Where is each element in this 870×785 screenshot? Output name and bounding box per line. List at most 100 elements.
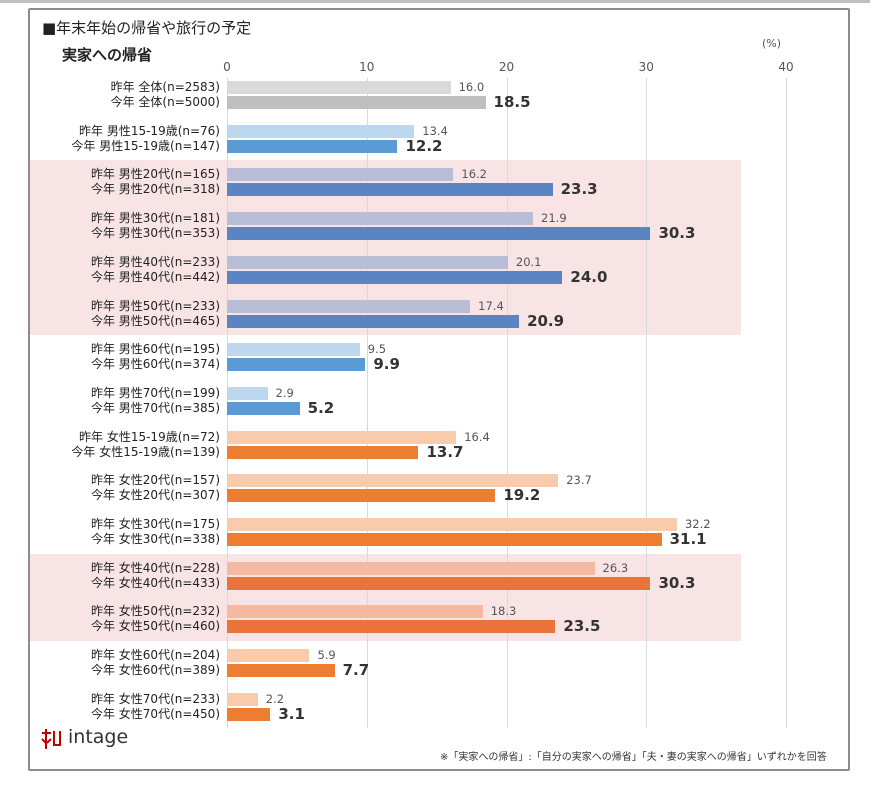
value-label-last-year: 17.4	[478, 298, 504, 313]
category-label-last-year: 昨年 女性50代(n=232)	[90, 604, 220, 619]
gridline	[786, 78, 787, 728]
value-label-last-year: 20.1	[515, 254, 542, 269]
bar-this-year	[227, 270, 563, 284]
category-label-this-year: 今年 全体(n=5000)	[110, 95, 220, 109]
chart-title: ■年末年始の帰省や旅行の予定	[42, 19, 252, 37]
bar-this-year	[227, 183, 553, 197]
value-label-last-year: 2.9	[275, 385, 294, 400]
bar-last-year	[227, 212, 534, 226]
value-label-this-year: 30.3	[658, 224, 696, 243]
category-label-last-year: 昨年 男性30代(n=181)	[90, 211, 220, 226]
gridline	[646, 78, 648, 728]
value-label-this-year: 3.1	[278, 704, 305, 723]
bar-last-year	[227, 299, 471, 313]
value-label-last-year: 26.3	[602, 560, 629, 575]
bar-this-year	[227, 489, 496, 503]
gridline	[506, 78, 508, 728]
bar-last-year	[227, 81, 451, 94]
value-label-last-year: 13.4	[422, 123, 448, 138]
bar-last-year	[227, 518, 677, 531]
logo-text: intage	[68, 726, 129, 748]
category-label-this-year: 今年 男性20代(n=318)	[90, 182, 220, 197]
chart-subtitle: 実家への帰省	[62, 46, 153, 64]
category-label-last-year: 昨年 女性20代(n=157)	[90, 473, 220, 488]
top-divider	[0, 0, 870, 3]
category-label-last-year: 昨年 女性15-19歳(n=72)	[79, 429, 220, 444]
x-tick-label: 0	[223, 60, 231, 74]
value-label-last-year: 2.2	[265, 691, 285, 706]
value-label-last-year: 9.5	[367, 342, 387, 357]
category-label-this-year: 今年 女性15-19歳(n=139)	[71, 444, 220, 459]
category-label-last-year: 昨年 男性60代(n=195)	[90, 342, 220, 357]
category-label-this-year: 今年 男性15-19歳(n=147)	[71, 138, 220, 153]
value-label-last-year: 32.2	[684, 517, 711, 531]
category-label-last-year: 昨年 女性30代(n=175)	[90, 517, 220, 531]
category-label-this-year: 今年 女性30代(n=338)	[90, 532, 220, 546]
value-label-last-year: 18.3	[490, 604, 517, 619]
value-label-last-year: 16.4	[464, 429, 490, 444]
value-label-this-year: 12.2	[405, 136, 443, 155]
bar-last-year	[227, 386, 268, 400]
x-tick-label: 10	[359, 60, 375, 74]
bar-this-year	[227, 139, 398, 153]
value-label-this-year: 23.5	[563, 617, 601, 636]
value-label-last-year: 23.7	[566, 473, 592, 488]
x-tick-label: 20	[498, 60, 515, 74]
bar-this-year	[227, 533, 662, 546]
category-label-last-year: 昨年 男性40代(n=233)	[90, 254, 220, 269]
category-label-this-year: 今年 男性50代(n=465)	[90, 313, 220, 328]
value-label-this-year: 13.7	[426, 442, 464, 461]
value-label-this-year: 7.7	[342, 661, 370, 680]
value-label-last-year: 16.2	[461, 167, 487, 182]
value-label-this-year: 31.1	[669, 530, 707, 548]
category-label-last-year: 昨年 女性70代(n=233)	[90, 691, 220, 706]
bar-last-year	[227, 124, 415, 138]
value-label-this-year: 20.9	[527, 311, 565, 330]
bar-this-year	[227, 707, 271, 721]
category-label-last-year: 昨年 男性15-19歳(n=76)	[79, 123, 220, 138]
bar-this-year	[227, 576, 651, 590]
intage-logo-icon	[41, 729, 61, 749]
bar-last-year	[227, 692, 258, 706]
bar-last-year	[227, 561, 595, 575]
bar-last-year	[227, 474, 559, 488]
category-label-this-year: 今年 女性40代(n=433)	[90, 575, 220, 590]
value-label-last-year: 16.0	[458, 80, 485, 94]
category-label-this-year: 今年 女性20代(n=307)	[90, 488, 220, 503]
category-label-this-year: 今年 男性30代(n=353)	[90, 226, 220, 241]
value-label-last-year: 5.9	[317, 648, 336, 663]
gridline	[366, 78, 368, 728]
bar-this-year	[227, 401, 300, 415]
category-label-last-year: 昨年 男性70代(n=199)	[90, 385, 220, 400]
bar-this-year	[227, 620, 556, 634]
category-label-last-year: 昨年 女性40代(n=228)	[90, 560, 220, 575]
value-label-this-year: 9.9	[373, 355, 400, 374]
bar-last-year	[227, 255, 508, 269]
bar-this-year	[227, 664, 335, 678]
x-tick-label: 30	[638, 60, 654, 74]
footnote: ※「実家への帰省」:「自分の実家への帰省」「夫・妻の実家への帰省」いずれかを回答	[440, 752, 827, 763]
bar-this-year	[227, 445, 419, 459]
category-label-this-year: 今年 女性50代(n=460)	[90, 619, 220, 634]
category-label-last-year: 昨年 男性20代(n=165)	[90, 167, 220, 182]
bar-last-year	[227, 605, 483, 619]
category-label-this-year: 今年 男性40代(n=442)	[90, 269, 220, 284]
bar-last-year	[227, 649, 310, 663]
category-label-this-year: 今年 女性70代(n=450)	[90, 706, 220, 721]
bar-this-year	[227, 227, 651, 241]
value-label-this-year: 30.3	[658, 573, 696, 592]
bar-this-year	[227, 96, 486, 109]
bar-last-year	[227, 168, 454, 182]
value-label-this-year: 24.0	[570, 267, 608, 286]
category-label-last-year: 昨年 全体(n=2583)	[110, 80, 220, 94]
chart-frame	[28, 8, 850, 771]
unit-label: (%)	[762, 37, 782, 50]
bar-last-year	[227, 343, 360, 357]
bar-this-year	[227, 314, 520, 328]
bar-this-year	[227, 358, 366, 372]
category-label-last-year: 昨年 男性50代(n=233)	[90, 298, 220, 313]
value-label-this-year: 23.3	[560, 180, 598, 199]
bar-last-year	[227, 430, 457, 444]
category-label-this-year: 今年 女性60代(n=389)	[90, 663, 220, 678]
